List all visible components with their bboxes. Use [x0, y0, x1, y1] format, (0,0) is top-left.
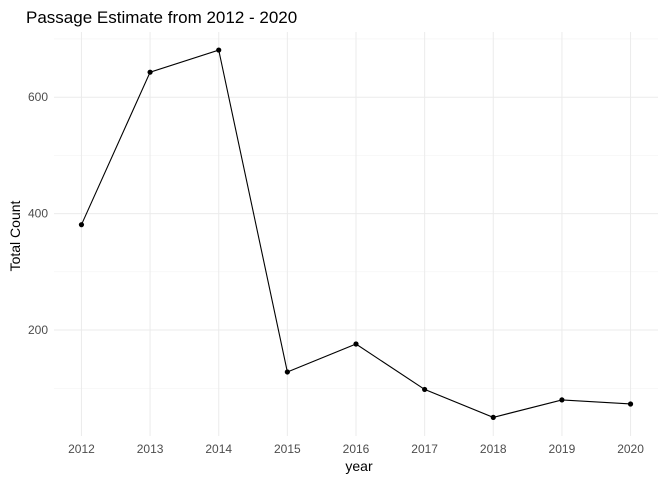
x-tick-label: 2013 — [137, 442, 164, 456]
data-point — [353, 341, 359, 347]
x-axis-label: year — [345, 458, 373, 474]
x-tick-label: 2020 — [617, 442, 644, 456]
x-tick-label: 2018 — [480, 442, 507, 456]
y-tick-labels: 200 400 600 — [28, 90, 48, 337]
x-tick-label: 2014 — [205, 442, 232, 456]
series-layer — [78, 47, 634, 420]
x-tick-label: 2016 — [343, 442, 370, 456]
data-point — [422, 386, 428, 393]
x-tick-label: 2017 — [411, 442, 438, 456]
data-point — [490, 414, 496, 420]
x-tick-label: 2015 — [274, 442, 301, 456]
data-point — [284, 369, 290, 375]
y-tick-label: 400 — [28, 207, 48, 221]
data-point — [78, 222, 85, 228]
y-tick-label: 200 — [28, 323, 48, 337]
data-point — [559, 397, 565, 403]
x-tick-labels: 2012 2013 2014 2015 2016 2017 2018 2019 2020 — [68, 442, 644, 456]
grid — [54, 32, 658, 436]
x-tick-label: 2012 — [68, 442, 95, 456]
data-point — [147, 69, 153, 75]
y-tick-label: 600 — [28, 90, 48, 104]
y-axis-label: Total Count — [7, 200, 23, 271]
x-tick-label: 2019 — [549, 442, 576, 456]
chart-title: Passage Estimate from 2012 - 2020 — [26, 8, 297, 27]
data-point — [216, 47, 222, 53]
data-point — [627, 401, 634, 407]
